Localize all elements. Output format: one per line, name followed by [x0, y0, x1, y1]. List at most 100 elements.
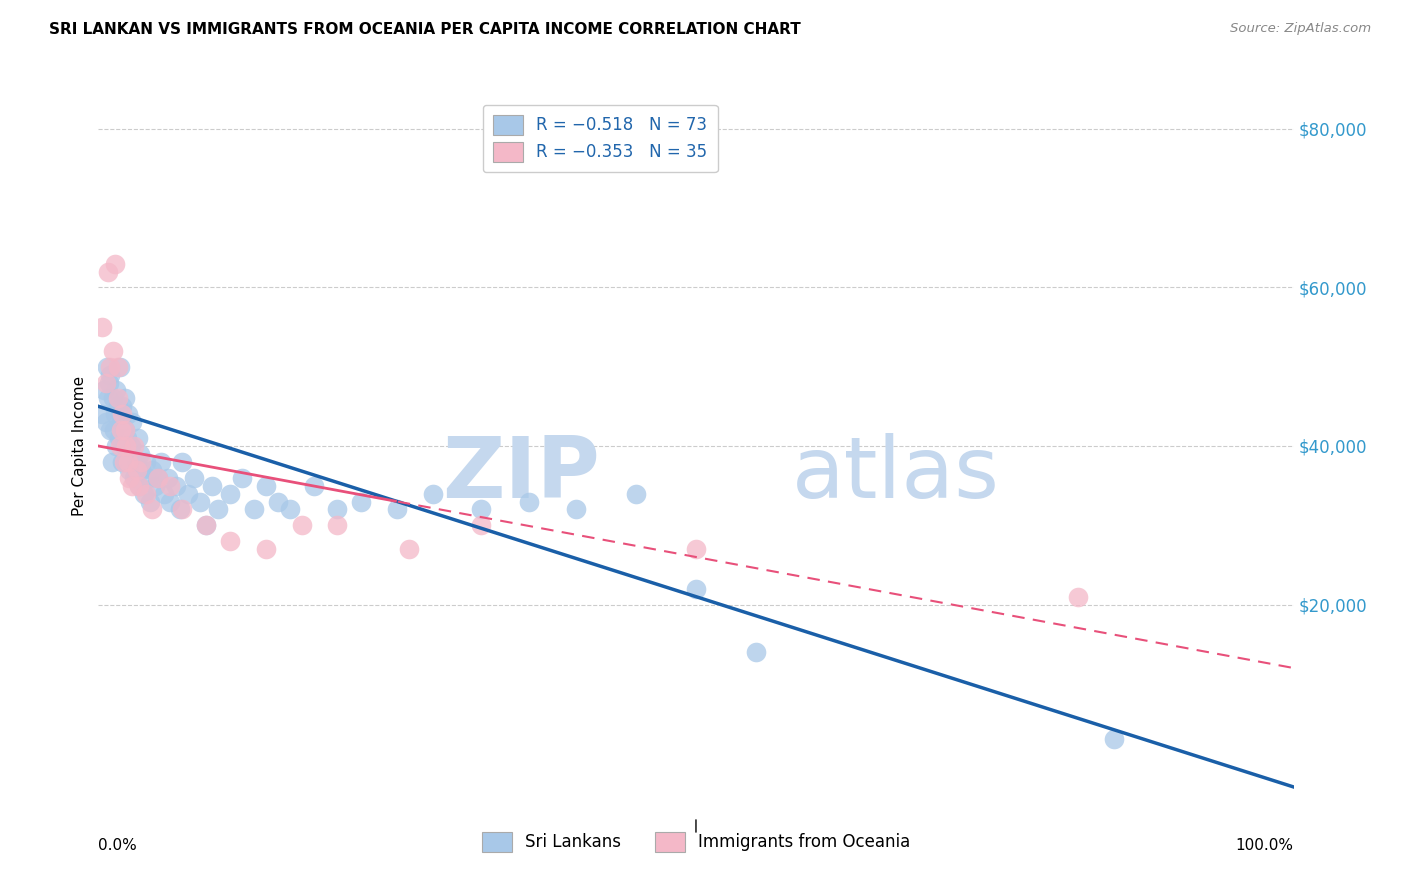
Point [141, 463, 163, 477]
Point [254, 478, 277, 492]
Point [1104, 732, 1126, 747]
Point [201, 478, 224, 492]
Point [103, 423, 125, 437]
Point [114, 423, 136, 437]
Point [121, 415, 143, 429]
Legend: Sri Lankans, Immigrants from Oceania: Sri Lankans, Immigrants from Oceania [475, 825, 917, 859]
Point [115, 431, 138, 445]
Point [135, 455, 157, 469]
Point [207, 502, 229, 516]
Point [105, 439, 128, 453]
Point [121, 478, 143, 492]
Point [159, 478, 181, 492]
Point [149, 455, 172, 469]
Point [120, 439, 142, 453]
Point [97, 392, 120, 406]
Point [100, 455, 122, 469]
Point [385, 502, 409, 516]
Point [104, 257, 127, 271]
Text: Source: ZipAtlas.com: Source: ZipAtlas.com [1230, 22, 1371, 36]
Point [148, 471, 170, 485]
Point [153, 486, 176, 500]
Point [105, 384, 128, 398]
Point [156, 471, 179, 485]
Point [112, 439, 135, 453]
Point [188, 494, 211, 508]
Point [326, 518, 349, 533]
Point [111, 400, 134, 414]
Point [96, 359, 118, 374]
Point [114, 423, 136, 437]
Point [148, 471, 170, 485]
Point [110, 415, 132, 429]
Point [98, 368, 122, 382]
Point [219, 486, 242, 500]
Point [231, 471, 253, 485]
Point [745, 645, 768, 659]
Point [91, 320, 114, 334]
Text: SRI LANKAN VS IMMIGRANTS FROM OCEANIA PER CAPITA INCOME CORRELATION CHART: SRI LANKAN VS IMMIGRANTS FROM OCEANIA PE… [49, 22, 801, 37]
Point [565, 502, 588, 516]
Point [685, 582, 707, 596]
Point [94, 415, 117, 429]
Point [302, 478, 325, 492]
Point [685, 542, 707, 557]
Point [219, 534, 242, 549]
Point [127, 431, 149, 445]
Point [138, 471, 160, 485]
Point [422, 486, 444, 500]
Point [278, 502, 301, 516]
Point [243, 502, 266, 516]
Point [98, 376, 121, 390]
Point [93, 384, 115, 398]
Point [177, 486, 200, 500]
Point [124, 439, 146, 453]
Point [107, 400, 129, 414]
Point [267, 494, 290, 508]
Point [398, 542, 420, 557]
Point [132, 486, 155, 500]
Point [108, 407, 131, 421]
Point [159, 494, 181, 508]
Point [115, 439, 138, 453]
Point [139, 494, 162, 508]
Point [626, 486, 648, 500]
Point [172, 455, 194, 469]
Point [101, 392, 124, 406]
Point [128, 478, 150, 492]
Point [141, 502, 163, 516]
Point [98, 423, 122, 437]
Point [291, 518, 314, 533]
Point [254, 542, 277, 557]
Point [111, 407, 134, 421]
Point [91, 407, 114, 421]
Point [195, 518, 218, 533]
Point [125, 455, 148, 469]
Point [117, 455, 139, 469]
Point [98, 359, 122, 374]
Point [107, 392, 129, 406]
Point [169, 502, 191, 516]
Point [118, 463, 141, 477]
Point [125, 463, 148, 477]
Text: atlas: atlas [792, 433, 1000, 516]
Point [129, 447, 152, 461]
Point [97, 264, 120, 278]
Point [195, 518, 218, 533]
Y-axis label: Per Capita Income: Per Capita Income [72, 376, 87, 516]
Point [165, 478, 187, 492]
Point [517, 494, 540, 508]
Point [114, 392, 136, 406]
Point [108, 359, 131, 374]
Point [470, 518, 492, 533]
Point [131, 455, 153, 469]
Point [143, 478, 166, 492]
Point [107, 359, 129, 374]
Point [111, 455, 134, 469]
Point [118, 471, 141, 485]
Point [131, 463, 153, 477]
Point [350, 494, 373, 508]
Point [1067, 590, 1090, 604]
Point [124, 471, 146, 485]
Point [110, 423, 132, 437]
